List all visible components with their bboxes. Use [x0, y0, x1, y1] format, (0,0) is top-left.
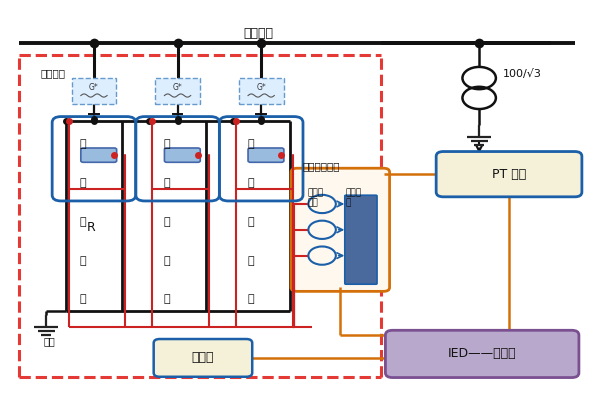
Text: 適: 適 [164, 217, 170, 227]
Text: R: R [86, 221, 95, 234]
Text: G*: G* [256, 83, 266, 92]
Text: 配: 配 [164, 256, 170, 266]
Text: IED——集中器: IED——集中器 [448, 348, 517, 360]
Text: 屏: 屏 [164, 178, 170, 188]
Bar [155, 78, 200, 104]
Text: 监测电
路: 监测电 路 [346, 188, 362, 208]
Text: 三相套管: 三相套管 [40, 68, 65, 78]
Text: 100/√3: 100/√3 [503, 69, 542, 79]
FancyBboxPatch shape [164, 148, 200, 162]
FancyBboxPatch shape [154, 339, 252, 377]
FancyBboxPatch shape [385, 330, 579, 378]
Text: 穿心互
感器: 穿心互 感器 [308, 188, 324, 208]
Text: 器: 器 [164, 294, 170, 304]
Text: 器: 器 [80, 294, 86, 304]
Text: 適: 適 [247, 217, 254, 227]
Text: 配: 配 [80, 256, 86, 266]
FancyBboxPatch shape [248, 148, 284, 162]
Text: 器: 器 [247, 294, 254, 304]
FancyBboxPatch shape [345, 195, 377, 284]
Text: 接地: 接地 [43, 336, 55, 346]
Text: 屏: 屏 [80, 178, 86, 188]
Text: PT 电压: PT 电压 [492, 168, 526, 181]
FancyBboxPatch shape [81, 148, 116, 162]
Text: 配: 配 [247, 256, 254, 266]
Text: 末: 末 [164, 139, 170, 149]
Bar [239, 78, 284, 104]
Text: G*: G* [173, 83, 182, 92]
Text: 末: 末 [80, 139, 86, 149]
Text: 屏: 屏 [247, 178, 254, 188]
Bar [71, 78, 116, 104]
Text: 高压母线: 高压母线 [243, 27, 273, 40]
Text: 末: 末 [247, 139, 254, 149]
Text: 適: 適 [80, 217, 86, 227]
Text: G*: G* [89, 83, 99, 92]
FancyBboxPatch shape [436, 152, 582, 197]
FancyBboxPatch shape [291, 168, 389, 291]
Text: 温湿度: 温湿度 [192, 351, 214, 364]
Text: 末屏引下装置: 末屏引下装置 [303, 161, 340, 171]
